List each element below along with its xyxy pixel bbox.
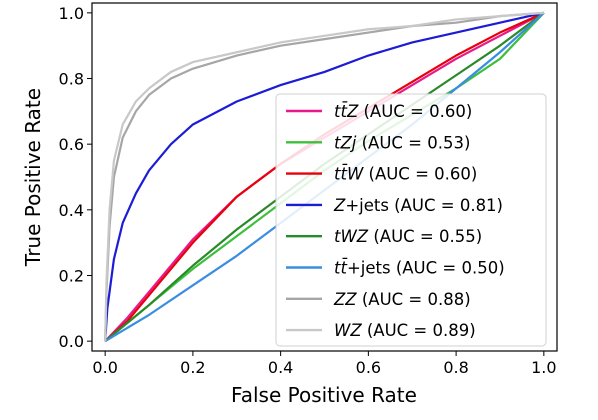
legend-entry-process: tZj <box>334 133 357 152</box>
legend-entry-2: tt̄W (AUC = 0.60) <box>334 165 477 184</box>
x-axis-ticks: 0.0 0.2 0.4 0.6 0.8 1.0 <box>92 351 557 377</box>
legend-entry-4: tWZ (AUC = 0.55) <box>334 227 482 246</box>
legend-entry-auc: (AUC = 0.55) <box>368 227 482 246</box>
y-tick-label: 0.2 <box>59 266 84 285</box>
y-axis-label: True Positive Rate <box>21 88 45 267</box>
x-tick-label: 1.0 <box>531 358 556 377</box>
legend-entry-auc: +jets (AUC = 0.81) <box>345 196 503 215</box>
y-axis-ticks: 0.0 0.2 0.4 0.6 0.8 1.0 <box>59 4 92 351</box>
legend-entry-0: tt̄Z (AUC = 0.60) <box>334 102 472 121</box>
y-tick-label: 0.6 <box>59 135 84 154</box>
roc-curve-7 <box>104 11 544 342</box>
legend-entry-6: ZZ (AUC = 0.88) <box>333 290 471 309</box>
legend-entry-process: tt̄Z <box>334 102 359 121</box>
legend-entry-3: Z+jets (AUC = 0.81) <box>333 196 503 215</box>
y-tick-label: 1.0 <box>59 4 84 23</box>
legend-entry-process: Z <box>333 196 346 215</box>
legend-entry-auc: (AUC = 0.88) <box>357 290 471 309</box>
legend-entry-process: tWZ <box>334 227 369 246</box>
legend-entry-process: ZZ <box>333 290 357 309</box>
legend: tt̄Z (AUC = 0.60)tZj (AUC = 0.53)tt̄W (A… <box>275 93 547 347</box>
roc-curve-3 <box>104 11 545 342</box>
legend-entry-auc: (AUC = 0.53) <box>356 133 470 152</box>
legend-entry-auc: (AUC = 0.60) <box>358 102 472 121</box>
legend-entry-auc: (AUC = 0.60) <box>363 165 477 184</box>
legend-entry-7: WZ (AUC = 0.89) <box>334 321 476 340</box>
legend-entry-process: tt̄ <box>334 258 348 277</box>
legend-entry-auc: (AUC = 0.89) <box>362 321 476 340</box>
y-tick-label: 0.8 <box>59 70 84 89</box>
x-axis-label: False Positive Rate <box>231 383 417 407</box>
plot-frame <box>91 2 558 352</box>
x-tick-label: 0.4 <box>268 358 293 377</box>
legend-box <box>275 93 547 347</box>
x-tick-label: 0.0 <box>92 358 117 377</box>
legend-entry-1: tZj (AUC = 0.53) <box>334 133 470 152</box>
y-tick-label: 0.4 <box>59 201 84 220</box>
legend-entry-auc: +jets (AUC = 0.50) <box>347 259 505 278</box>
x-tick-label: 0.8 <box>443 358 468 377</box>
legend-entry-process: WZ <box>334 321 362 340</box>
legend-entry-process: tt̄W <box>334 165 364 184</box>
legend-entry-5: tt̄+jets (AUC = 0.50) <box>334 258 505 277</box>
x-tick-label: 0.2 <box>180 358 205 377</box>
x-tick-label: 0.6 <box>356 358 381 377</box>
y-tick-label: 0.0 <box>59 332 84 351</box>
